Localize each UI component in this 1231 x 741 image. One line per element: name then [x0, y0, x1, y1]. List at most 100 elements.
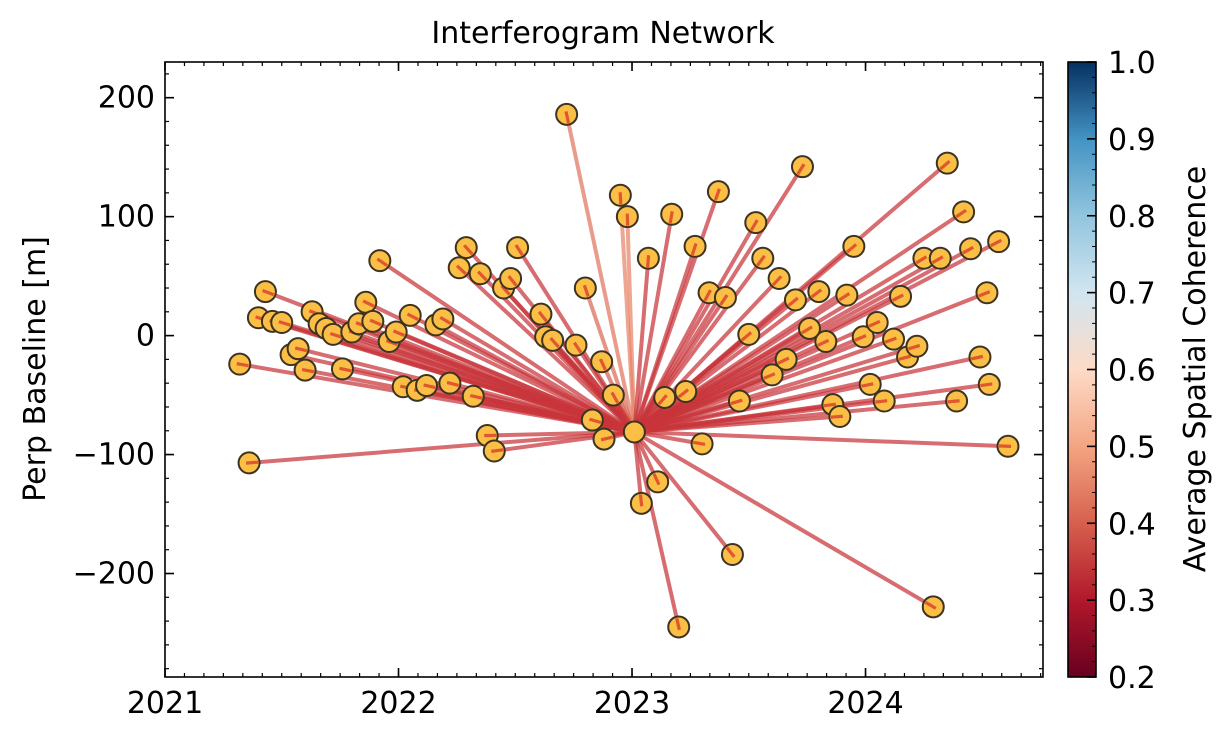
node-edge-dash: [463, 244, 474, 256]
node-edge-dash: [868, 319, 881, 328]
node-edge-dash: [491, 448, 504, 453]
node-edge-dash: [294, 346, 308, 353]
node-edge-dash: [675, 617, 681, 631]
plot-area: 2021 2022 2023 2024 −200 −100 0 100 200: [73, 61, 1044, 721]
node-edge-dash: [719, 294, 729, 306]
y-axis-label: Perp Baseline [m]: [18, 236, 53, 502]
node-edge-dash: [369, 318, 382, 327]
node-edge-dash: [439, 316, 452, 325]
node-edge-dash: [771, 275, 783, 287]
node-edge-dash: [810, 288, 823, 299]
network-edge: [247, 429, 637, 465]
node-edge-dash: [423, 383, 436, 390]
node-edge-dash: [572, 341, 583, 354]
network-edge: [625, 214, 637, 434]
y-tick-label: 100: [98, 200, 155, 235]
node-edge-dash: [891, 293, 904, 302]
x-tick-label: 2021: [127, 686, 203, 721]
x-tick-label: 2024: [827, 686, 903, 721]
colorbar-tick-label: 0.6: [1108, 354, 1156, 389]
colorbar-tick-label: 0.4: [1108, 507, 1156, 542]
node-edge-dash: [955, 208, 967, 219]
network-edge: [632, 429, 735, 557]
x-tick-label: 2023: [594, 686, 670, 721]
node-edge-dash: [845, 243, 858, 254]
node-edge-dash: [677, 388, 690, 399]
node-edge-dash: [652, 473, 661, 486]
network-edge: [440, 316, 637, 434]
x-tick-label: 2022: [360, 686, 436, 721]
node-edge-dash: [301, 367, 315, 374]
node-edge-dash: [830, 414, 843, 419]
network-edge: [632, 256, 651, 434]
node-edge-dash: [476, 270, 488, 282]
network-edge: [632, 429, 1010, 449]
node-edge-dash: [600, 435, 614, 442]
node-edge-dash: [537, 310, 548, 323]
node-edge-dash: [713, 188, 721, 201]
network-edge: [632, 382, 992, 434]
node-edge-dash: [507, 275, 518, 287]
node-edge-dash: [703, 289, 712, 302]
colorbar-tick-label: 0.9: [1108, 123, 1156, 158]
node-edge-dash: [800, 325, 813, 335]
colorbar-tick-label: 0.7: [1108, 277, 1156, 312]
node-edge-dash: [939, 159, 951, 171]
node-edge-dash: [756, 254, 766, 267]
node-edge-dash: [514, 244, 524, 257]
node-edge-dash: [725, 546, 736, 558]
node-edge-dash: [947, 399, 960, 404]
network-edge: [564, 112, 637, 434]
node-edge-dash: [861, 382, 874, 388]
y-tick-label: 0: [136, 319, 155, 354]
node-edge-dash: [446, 380, 459, 388]
node-edge-dash: [406, 312, 419, 321]
node-edge-dash: [898, 354, 911, 361]
node-edge-dash: [339, 366, 352, 373]
node-edge-dash: [749, 219, 759, 232]
node-edge-dash: [262, 289, 275, 297]
node-edge-dash: [989, 238, 1003, 248]
node-edge-dash: [362, 299, 375, 308]
node-edge-dash: [500, 284, 511, 296]
node-edge-dash: [589, 417, 602, 425]
node-edge-dash: [690, 243, 698, 256]
network-edge: [632, 355, 982, 434]
node-edge-dash: [657, 394, 668, 406]
network-edge: [632, 212, 674, 434]
node-edge-dash: [455, 264, 467, 276]
network-edge: [632, 344, 919, 434]
y-tick-label: −100: [73, 438, 155, 473]
node-edge-dash: [278, 320, 291, 327]
node-edge-dash: [610, 391, 620, 404]
node-edge-dash: [329, 331, 343, 339]
node-edge-dash: [907, 343, 921, 351]
node-edge-dash: [787, 296, 799, 307]
colorbar-tick-label: 0.8: [1108, 200, 1156, 235]
node-edge-dash: [796, 163, 806, 176]
node-edge-dash: [838, 292, 851, 302]
node-edge-dash: [638, 494, 644, 507]
node-edge-dash: [564, 111, 571, 124]
chart-title: Interferogram Network: [431, 16, 775, 51]
acquisition-node: [622, 420, 646, 444]
node-edge-dash: [980, 382, 993, 388]
colorbar-tick-label: 0.2: [1108, 661, 1156, 696]
node-edge-dash: [763, 372, 776, 380]
network-edge: [632, 399, 959, 434]
node-edge-dash: [469, 394, 483, 400]
node-edge-dash: [777, 356, 790, 365]
y-tick-label: −200: [73, 557, 155, 592]
node-edge-dash: [740, 331, 753, 342]
node-edge-dash: [582, 284, 590, 298]
node-edge-dash: [977, 290, 991, 298]
network-edge: [550, 338, 637, 434]
node-edge-dash: [823, 402, 837, 408]
node-edge-dash: [931, 255, 944, 265]
colorbar: 0.2 0.3 0.4 0.5 0.6 0.7 0.8 0.9 1.0: [1067, 46, 1156, 696]
plot-frame: [164, 61, 1044, 678]
node-edge-dash: [392, 329, 406, 337]
node-edge-dash: [730, 398, 743, 406]
network-nodes: [228, 102, 1020, 639]
